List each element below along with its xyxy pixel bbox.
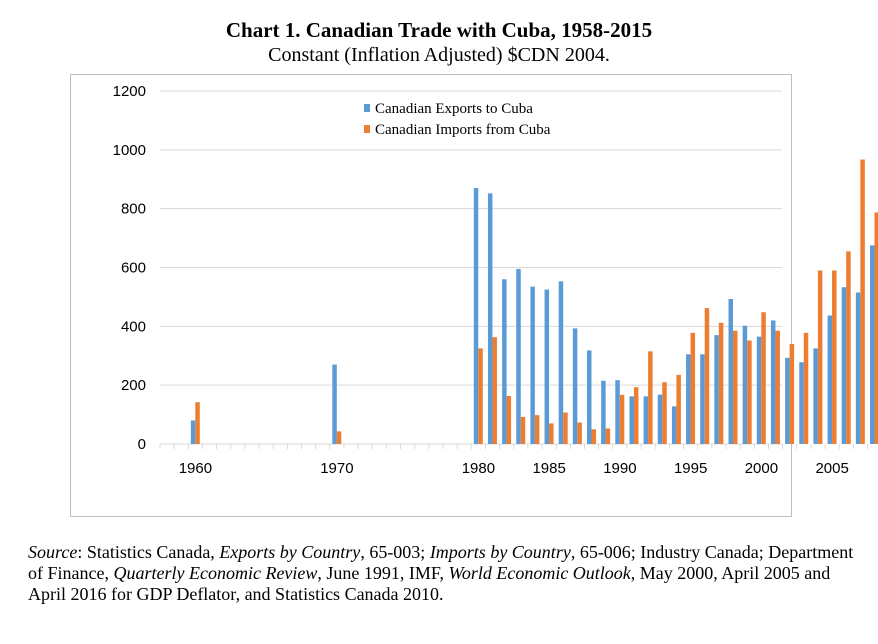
export-bar bbox=[601, 380, 606, 444]
import-bar bbox=[506, 396, 512, 444]
export-bar bbox=[714, 335, 719, 444]
chart-title: Chart 1. Canadian Trade with Cuba, 1958-… bbox=[225, 18, 653, 42]
export-bar bbox=[544, 289, 550, 444]
export-bar bbox=[799, 362, 804, 444]
source-note: Source: Statistics Canada, Exports by Co… bbox=[28, 542, 860, 605]
trade-chart: 0 200 400 600 800 1000 1200 1960 1970 1980 1985 199… bbox=[113, 83, 878, 477]
import-bar bbox=[846, 251, 851, 444]
export-bar bbox=[516, 268, 521, 444]
export-bar bbox=[686, 354, 691, 444]
source-ref-quarterly: Quarterly Economic Review bbox=[113, 563, 318, 583]
export-bar bbox=[700, 354, 705, 444]
import-bar bbox=[704, 308, 710, 444]
export-bar bbox=[572, 328, 578, 444]
legend-label-exports: Canadian Exports to Cuba bbox=[375, 101, 533, 117]
y-tick-label: 200 bbox=[121, 377, 146, 394]
source-label: Source bbox=[28, 542, 78, 562]
import-bar bbox=[336, 431, 342, 444]
import-bar bbox=[747, 340, 752, 444]
export-bar bbox=[855, 292, 861, 444]
chart-frame bbox=[70, 74, 792, 517]
export-bar bbox=[756, 336, 762, 444]
source-ref-exports: Exports by Country bbox=[219, 542, 361, 562]
import-bar bbox=[520, 416, 526, 444]
import-bar bbox=[478, 348, 483, 444]
x-tick-label: 1985 bbox=[532, 460, 565, 477]
export-bar bbox=[671, 406, 677, 444]
export-bar bbox=[332, 364, 337, 444]
export-bar bbox=[785, 357, 790, 444]
source-text-5: , May 2000, April 2005 and April 2016 fo… bbox=[28, 563, 831, 604]
export-bar bbox=[841, 287, 847, 444]
source-text-3: , 65-006; Industry Canada; Department of… bbox=[28, 542, 854, 583]
export-bar bbox=[615, 380, 620, 444]
import-bar bbox=[789, 343, 795, 444]
import-bar bbox=[549, 423, 554, 444]
export-bar bbox=[813, 348, 818, 444]
import-bar bbox=[817, 270, 823, 444]
export-bar bbox=[558, 281, 564, 444]
export-bar bbox=[487, 193, 493, 444]
export-bar bbox=[657, 394, 663, 444]
export-bar bbox=[870, 245, 875, 444]
import-bar bbox=[803, 332, 809, 444]
x-tick-label: 2005 bbox=[815, 460, 848, 477]
import-bar bbox=[563, 412, 568, 444]
import-bar bbox=[619, 394, 625, 444]
source-text-2: , 65-003; bbox=[360, 542, 430, 562]
import-bar bbox=[690, 332, 696, 444]
export-bar bbox=[643, 396, 649, 444]
export-bar bbox=[629, 396, 634, 444]
export-bar bbox=[587, 350, 592, 444]
x-tick-label: 1970 bbox=[320, 460, 353, 477]
x-tick-label: 1980 bbox=[462, 460, 495, 477]
x-tick-label: 1960 bbox=[179, 460, 212, 477]
y-tick-label: 1000 bbox=[113, 142, 146, 159]
import-bar bbox=[676, 374, 681, 444]
import-bar bbox=[633, 387, 639, 444]
import-bar bbox=[761, 312, 766, 444]
export-bar bbox=[742, 325, 748, 444]
import-bar bbox=[662, 382, 667, 444]
legend-label-imports: Canadian Imports from Cuba bbox=[375, 122, 551, 138]
import-bar bbox=[492, 337, 497, 444]
export-bar bbox=[502, 279, 507, 444]
import-bar bbox=[195, 402, 200, 444]
source-ref-weo: World Economic Outlook bbox=[448, 563, 631, 583]
import-bar bbox=[718, 322, 724, 444]
export-bar bbox=[190, 420, 196, 444]
x-tick-label: 1995 bbox=[674, 460, 707, 477]
import-bar bbox=[860, 159, 865, 444]
y-tick-label: 1200 bbox=[113, 83, 146, 100]
y-tick-label: 800 bbox=[121, 201, 146, 218]
chart-subtitle: Constant (Inflation Adjusted) $CDN 2004. bbox=[268, 44, 610, 66]
import-bar bbox=[534, 415, 540, 444]
import-bar bbox=[874, 212, 878, 444]
y-tick-label: 400 bbox=[121, 318, 146, 335]
source-text-1: : Statistics Canada, bbox=[77, 542, 220, 562]
export-bar bbox=[530, 286, 535, 444]
x-tick-label: 2000 bbox=[745, 460, 778, 477]
import-bar bbox=[832, 270, 837, 444]
import-bar bbox=[591, 429, 596, 444]
source-text-4: , June 1991, IMF, bbox=[317, 563, 449, 583]
legend-swatch-imports bbox=[364, 125, 370, 133]
export-bar bbox=[728, 298, 733, 444]
import-bar bbox=[775, 330, 780, 444]
source-ref-imports: Imports by Country bbox=[429, 542, 571, 562]
y-tick-label: 0 bbox=[138, 436, 146, 453]
legend-swatch-exports bbox=[364, 104, 370, 112]
import-bar bbox=[577, 422, 582, 444]
import-bar bbox=[605, 428, 611, 444]
export-bar bbox=[770, 320, 776, 444]
import-bar bbox=[648, 351, 653, 444]
y-tick-label: 600 bbox=[121, 260, 146, 277]
export-bar bbox=[827, 315, 833, 444]
x-tick-label: 1990 bbox=[603, 460, 636, 477]
export-bar bbox=[473, 188, 479, 444]
import-bar bbox=[733, 330, 738, 444]
